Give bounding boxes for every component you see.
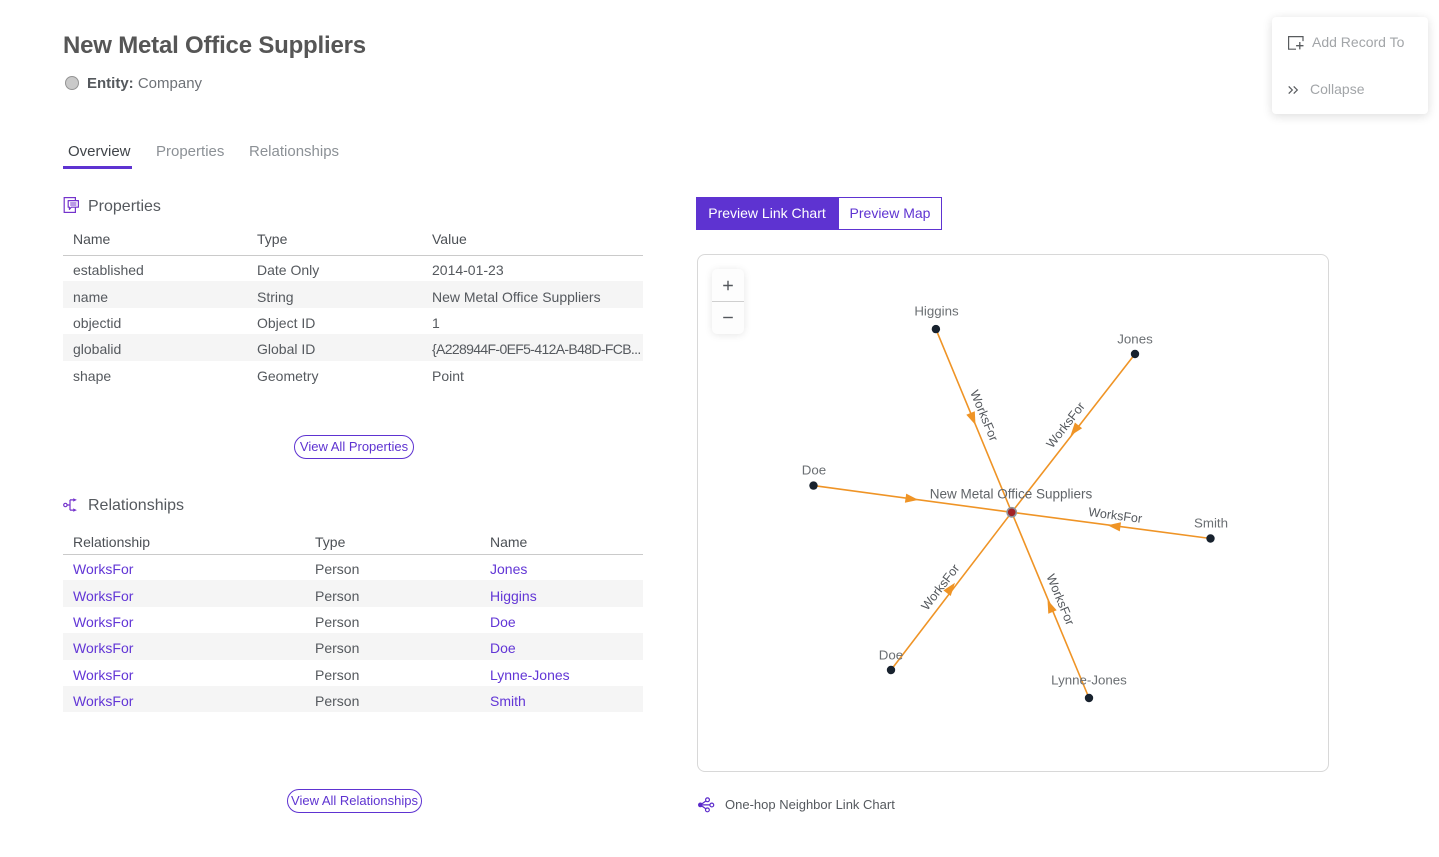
svg-text:WorksFor: WorksFor	[1088, 505, 1143, 526]
svg-text:New Metal Office Suppliers: New Metal Office Suppliers	[930, 487, 1093, 502]
svg-text:Lynne-Jones: Lynne-Jones	[1051, 673, 1127, 688]
svg-text:Higgins: Higgins	[914, 304, 959, 319]
svg-text:Doe: Doe	[802, 463, 826, 478]
svg-text:Doe: Doe	[879, 648, 903, 663]
svg-text:Smith: Smith	[1194, 516, 1228, 531]
svg-text:Jones: Jones	[1117, 332, 1153, 347]
